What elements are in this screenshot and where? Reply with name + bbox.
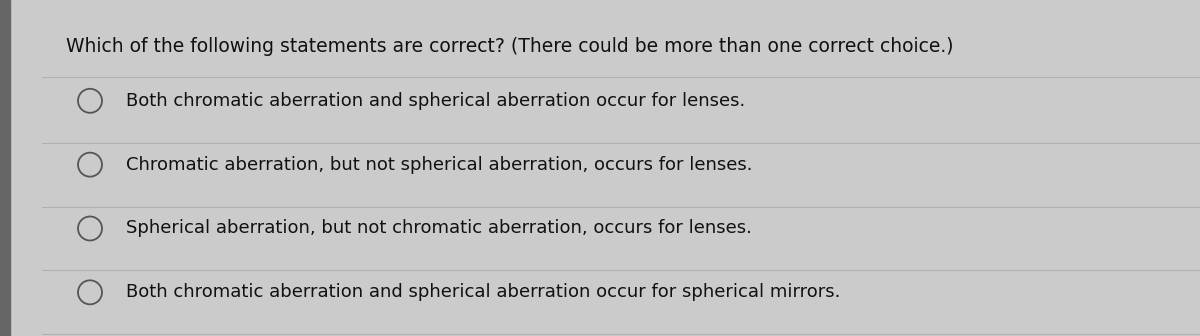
Text: Both chromatic aberration and spherical aberration occur for spherical mirrors.: Both chromatic aberration and spherical … <box>126 283 840 301</box>
Text: Which of the following statements are correct? (There could be more than one cor: Which of the following statements are co… <box>66 37 954 56</box>
Text: Chromatic aberration, but not spherical aberration, occurs for lenses.: Chromatic aberration, but not spherical … <box>126 156 752 174</box>
FancyBboxPatch shape <box>0 0 10 336</box>
Text: Both chromatic aberration and spherical aberration occur for lenses.: Both chromatic aberration and spherical … <box>126 92 745 110</box>
Text: Spherical aberration, but not chromatic aberration, occurs for lenses.: Spherical aberration, but not chromatic … <box>126 219 752 238</box>
